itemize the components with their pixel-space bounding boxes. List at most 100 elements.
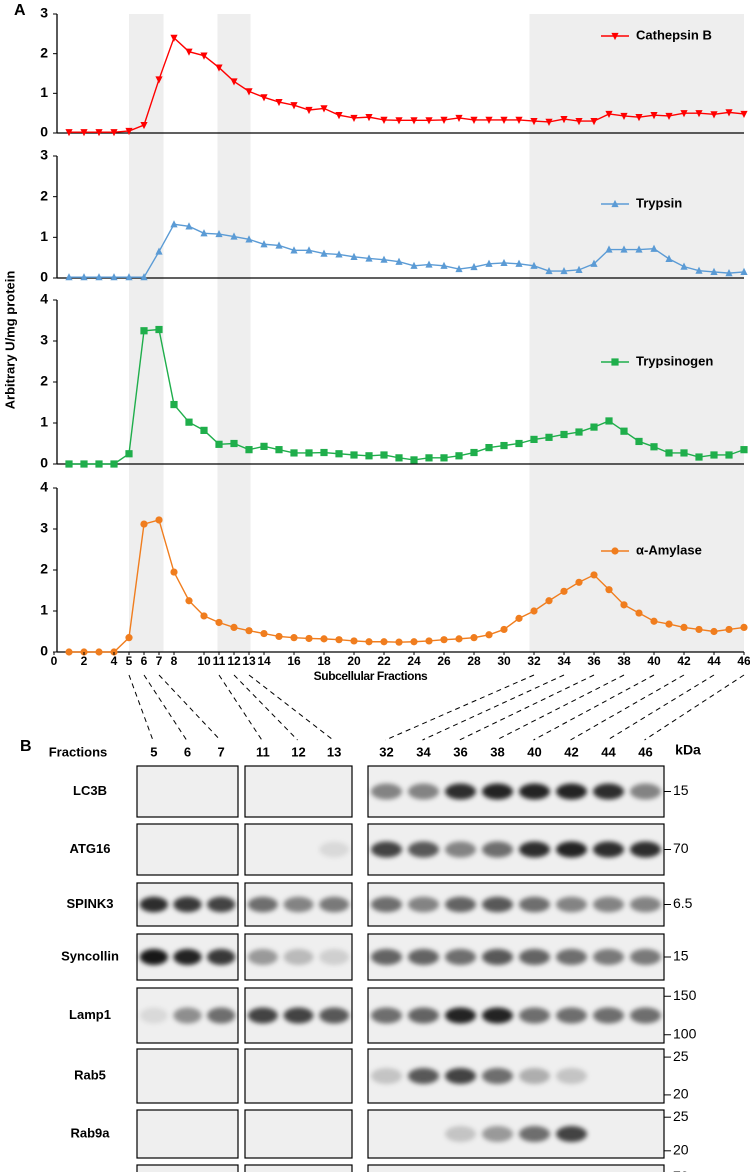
- blot-band: [444, 896, 477, 913]
- data-point: [80, 129, 88, 137]
- connector: [143, 674, 187, 741]
- data-point: [620, 601, 628, 609]
- data-point: [125, 634, 133, 642]
- y-tick-label: 0: [40, 269, 48, 285]
- connector: [128, 674, 154, 741]
- marker-label: 70: [673, 1168, 689, 1172]
- data-point: [695, 625, 703, 634]
- connector: [496, 674, 625, 741]
- x-tick-label: 4: [111, 654, 118, 668]
- connector: [233, 674, 298, 741]
- blot-band: [629, 896, 662, 913]
- blot-band: [555, 1126, 588, 1142]
- connector: [158, 674, 221, 741]
- blot-band: [370, 896, 403, 913]
- unit-label: kDa: [675, 742, 701, 758]
- blot-band: [370, 1068, 403, 1084]
- data-point: [335, 450, 343, 458]
- blot-band: [407, 841, 440, 858]
- connector: [385, 674, 535, 741]
- data-point: [545, 118, 553, 126]
- data-point: [530, 118, 538, 126]
- legend-label: α-Amylase: [636, 542, 702, 557]
- data-point: [605, 417, 613, 425]
- blot-box: [244, 1109, 353, 1159]
- data-point: [170, 34, 178, 42]
- x-tick-label: 0: [51, 654, 58, 668]
- lane-label: 42: [564, 744, 578, 759]
- marker-label: 100: [673, 1025, 697, 1041]
- blot-band: [518, 1007, 551, 1024]
- data-point: [290, 449, 298, 457]
- blot-band: [173, 896, 202, 913]
- data-point: [620, 427, 628, 435]
- blot-band: [444, 949, 477, 965]
- data-point: [725, 625, 733, 634]
- data-point: [590, 423, 598, 431]
- data-point: [140, 520, 148, 528]
- data-point: [410, 456, 418, 464]
- data-point: [725, 109, 733, 117]
- data-point: [290, 634, 298, 642]
- legend-label: Cathepsin B: [636, 27, 712, 42]
- data-point: [470, 116, 478, 125]
- legend-marker: [611, 199, 619, 208]
- x-tick-label: 32: [527, 654, 541, 668]
- y-tick-label: 3: [40, 147, 48, 163]
- y-tick-label: 3: [40, 5, 48, 21]
- data-point: [140, 273, 148, 281]
- data-point: [695, 110, 703, 118]
- blot-band: [319, 949, 350, 965]
- x-tick-label: 5: [126, 654, 133, 668]
- blot-band: [592, 1007, 625, 1024]
- data-point: [620, 245, 628, 253]
- data-point: [710, 267, 718, 275]
- marker-label: 25: [673, 1048, 689, 1064]
- data-point: [650, 112, 658, 120]
- blot-band: [444, 1126, 477, 1142]
- blot-band: [518, 1126, 551, 1142]
- x-tick-label: 6: [141, 654, 148, 668]
- data-point: [500, 258, 508, 267]
- blot-box: [367, 1048, 665, 1104]
- data-point: [140, 121, 148, 130]
- blot-band: [592, 896, 625, 913]
- marker-label: 70: [673, 840, 689, 856]
- blot-band: [247, 896, 278, 913]
- connector: [459, 674, 595, 741]
- data-point: [350, 252, 358, 260]
- data-point: [575, 428, 583, 436]
- blot-band: [481, 1007, 514, 1024]
- blot-box: [367, 1109, 665, 1159]
- data-point: [125, 127, 133, 136]
- blot-band: [481, 1126, 514, 1142]
- connector: [644, 674, 745, 741]
- data-point: [170, 220, 178, 228]
- data-point: [620, 112, 628, 121]
- connector: [533, 674, 655, 741]
- x-tick-label: 38: [617, 654, 631, 668]
- blot-box: [244, 1048, 353, 1104]
- data-point: [665, 254, 673, 262]
- blot-band: [555, 783, 588, 800]
- data-point: [740, 623, 748, 632]
- blot-band: [207, 1007, 236, 1024]
- data-point: [665, 620, 673, 628]
- blot-band: [518, 783, 551, 800]
- data-point: [200, 52, 208, 60]
- data-point: [155, 76, 163, 84]
- row-label: LC3B: [73, 783, 107, 798]
- data-point: [545, 597, 553, 605]
- data-point: [230, 232, 238, 240]
- data-point: [365, 638, 373, 646]
- lane-header: Fractions: [49, 744, 108, 759]
- data-point: [500, 441, 508, 450]
- blot-band: [247, 949, 278, 965]
- data-point: [725, 269, 733, 277]
- data-point: [245, 446, 253, 454]
- lane-label: 12: [291, 744, 305, 759]
- data-point: [185, 48, 193, 56]
- blot-band: [518, 896, 551, 913]
- data-point: [680, 449, 688, 457]
- data-point: [230, 78, 238, 86]
